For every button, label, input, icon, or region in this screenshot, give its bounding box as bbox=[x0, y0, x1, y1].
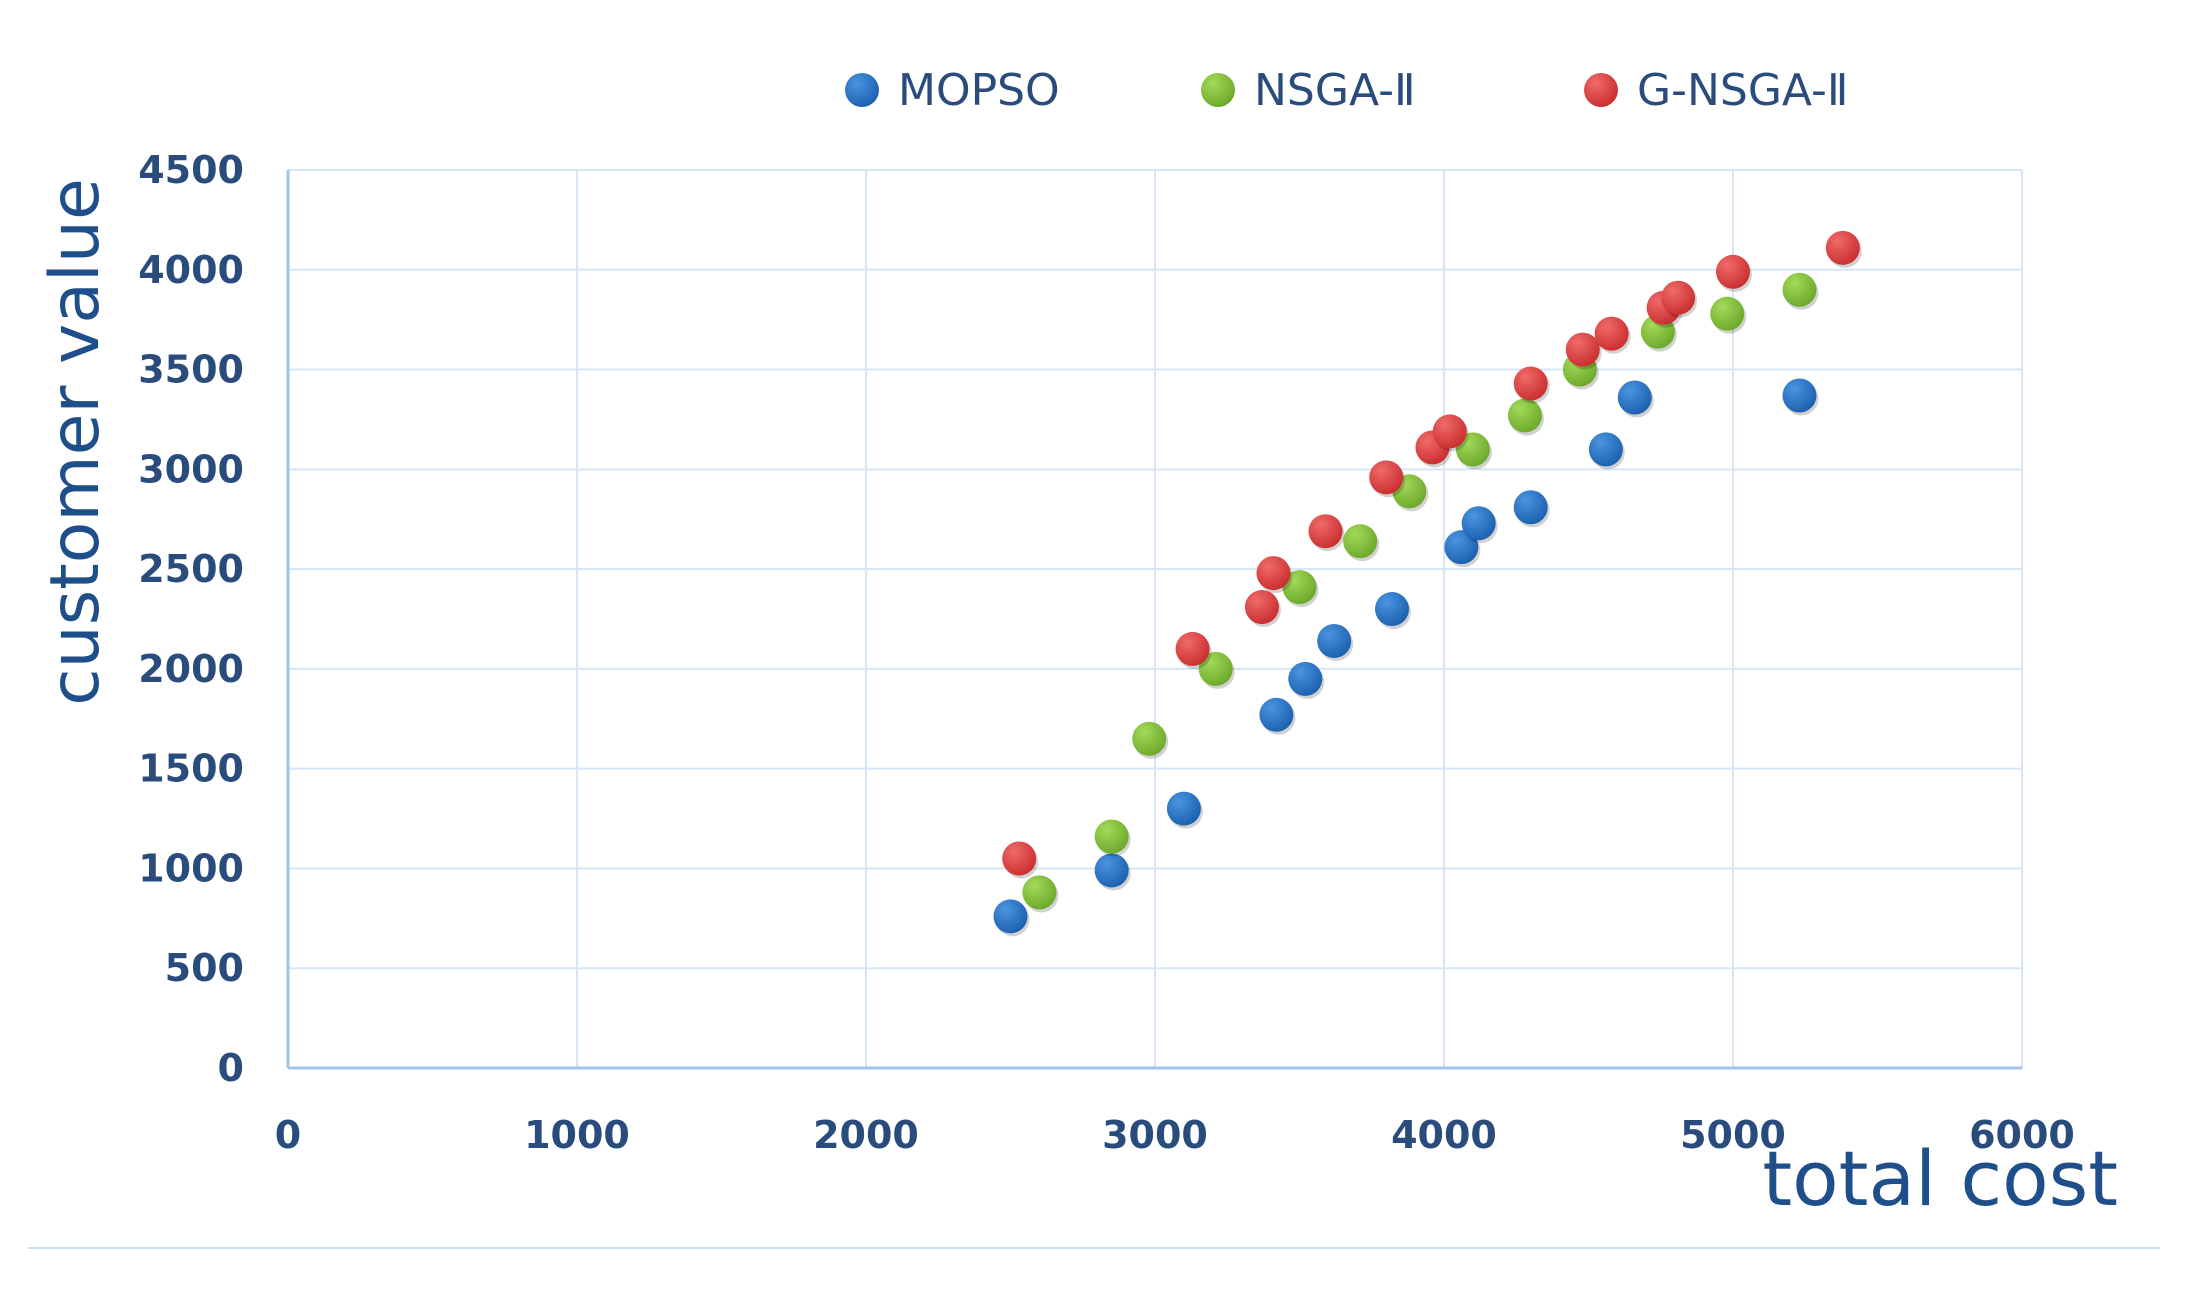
data-point bbox=[993, 899, 1028, 934]
data-point bbox=[1317, 623, 1352, 658]
y-tick-label: 1000 bbox=[138, 846, 244, 890]
legend-label: NSGA-Ⅱ bbox=[1254, 65, 1416, 116]
data-point bbox=[1282, 570, 1317, 605]
series-0 bbox=[993, 378, 1819, 937]
data-point bbox=[1588, 432, 1623, 467]
data-point bbox=[1716, 254, 1750, 289]
data-point bbox=[1513, 366, 1548, 401]
data-point bbox=[1455, 432, 1490, 467]
data-point bbox=[1002, 841, 1037, 876]
x-tick-label: 3000 bbox=[1102, 1113, 1208, 1157]
legend-marker bbox=[1201, 73, 1235, 107]
x-tick-label: 5000 bbox=[1680, 1113, 1786, 1157]
data-point bbox=[1343, 524, 1378, 559]
legend-label: MOPSO bbox=[898, 65, 1060, 116]
data-point bbox=[1094, 853, 1129, 888]
data-point bbox=[1617, 380, 1652, 415]
data-point bbox=[1461, 506, 1496, 541]
data-point bbox=[1022, 875, 1057, 910]
series-1 bbox=[1022, 272, 1819, 913]
x-axis-title: total cost bbox=[1762, 1134, 2118, 1223]
data-point bbox=[1565, 332, 1600, 367]
y-tick-label: 4000 bbox=[138, 248, 244, 292]
y-tick-label: 500 bbox=[165, 946, 244, 990]
y-tick-label: 2500 bbox=[138, 547, 244, 591]
y-tick-label: 0 bbox=[218, 1046, 244, 1090]
data-point bbox=[1256, 556, 1291, 591]
data-point bbox=[1432, 414, 1467, 449]
data-point bbox=[1661, 280, 1696, 315]
y-tick-label: 4500 bbox=[138, 148, 244, 192]
y-tick-label: 2000 bbox=[138, 647, 244, 691]
data-point bbox=[1259, 697, 1294, 732]
data-point bbox=[1825, 230, 1860, 265]
legend-label: G-NSGA-Ⅱ bbox=[1637, 65, 1849, 116]
y-tick-label: 3500 bbox=[138, 348, 244, 392]
series-2 bbox=[1002, 230, 1862, 879]
data-point bbox=[1513, 490, 1548, 525]
grid-lines bbox=[288, 169, 2023, 1068]
data-point bbox=[1444, 530, 1479, 565]
data-points bbox=[993, 230, 1862, 937]
y-axis-ticks: 0 500 1000 1500 2000 2500 3000 3500 4000 4500 bbox=[138, 148, 244, 1090]
data-point bbox=[1594, 316, 1629, 351]
x-tick-label: 2000 bbox=[813, 1113, 919, 1157]
x-tick-label: 6000 bbox=[1969, 1113, 2075, 1157]
data-point bbox=[1374, 592, 1409, 627]
data-point bbox=[1166, 791, 1201, 826]
y-tick-label: 3000 bbox=[138, 447, 244, 491]
legend-marker bbox=[845, 73, 879, 107]
data-point bbox=[1782, 378, 1817, 413]
data-point bbox=[1710, 296, 1745, 331]
x-tick-label: 0 bbox=[275, 1113, 301, 1157]
y-tick-label: 1500 bbox=[138, 747, 244, 791]
data-point bbox=[1198, 651, 1233, 686]
data-point bbox=[1782, 272, 1817, 307]
x-tick-label: 1000 bbox=[524, 1113, 630, 1157]
x-tick-label: 4000 bbox=[1391, 1113, 1497, 1157]
legend: MOPSO NSGA-Ⅱ G-NSGA-Ⅱ bbox=[845, 65, 1849, 116]
y-axis-title: customer value bbox=[36, 178, 115, 706]
legend-marker bbox=[1584, 73, 1618, 107]
data-point bbox=[1308, 514, 1343, 549]
data-point bbox=[1175, 631, 1210, 666]
data-point bbox=[1369, 460, 1404, 495]
data-point bbox=[1507, 398, 1542, 433]
axes bbox=[286, 170, 2022, 1070]
data-point bbox=[1288, 661, 1323, 696]
data-point bbox=[1094, 819, 1129, 854]
data-point bbox=[1244, 590, 1279, 625]
x-axis-ticks: 0 1000 2000 3000 4000 5000 6000 bbox=[275, 1113, 2075, 1157]
data-point bbox=[1132, 721, 1167, 756]
